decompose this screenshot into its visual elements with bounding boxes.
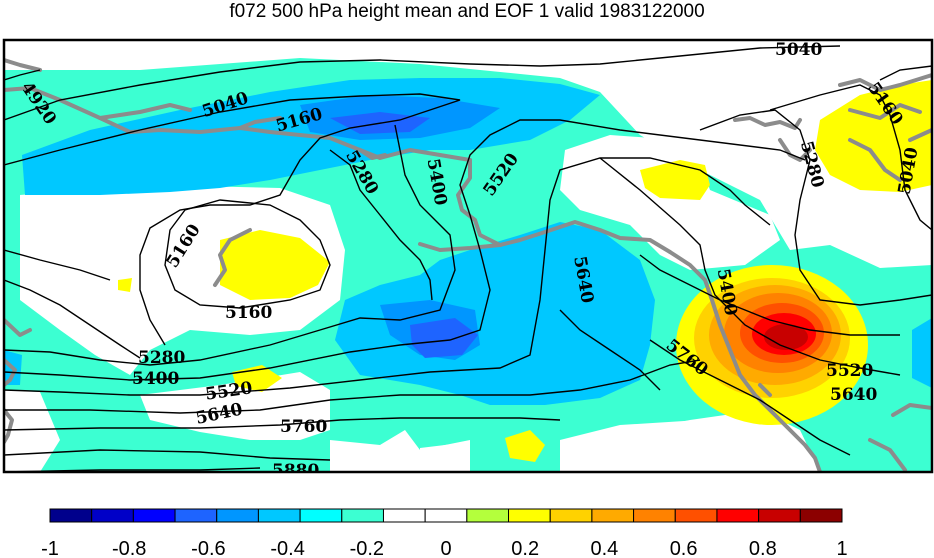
negative-region [912, 318, 932, 388]
contour-label: 5280 [138, 348, 185, 368]
contour-label: 5760 [280, 417, 327, 437]
colorbar-tick-label: 1 [836, 538, 847, 558]
colorbar-swatch [91, 508, 134, 523]
colorbar-tick-label: -0.6 [191, 538, 225, 558]
negative-region [335, 222, 655, 405]
neutral-region [560, 135, 780, 270]
positive-region [220, 230, 330, 300]
colorbar-swatch [674, 508, 718, 523]
colorbar-swatch [758, 508, 801, 523]
contour-label: 5880 [272, 461, 319, 481]
eof-shading [4, 58, 932, 472]
colorbar-swatch [49, 508, 93, 523]
colorbar-tick-label: -0.2 [350, 538, 384, 558]
colorbar-swatch [466, 508, 510, 523]
colorbar-tick-label: -0.4 [270, 538, 304, 558]
contour-label: 5400 [132, 369, 179, 389]
contour-label: 5640 [830, 385, 877, 405]
colorbar-swatch [132, 508, 176, 523]
height-contours [4, 45, 932, 472]
colorbar-swatch [716, 508, 760, 523]
contour-label: 5520 [826, 361, 873, 381]
colorbar-tick-label: 0.4 [590, 538, 618, 558]
colorbar-swatch [549, 508, 593, 523]
contour-label: 5040 [775, 40, 822, 60]
contour-label: 5160 [225, 303, 272, 323]
colorbar-swatch [299, 508, 343, 523]
colorbar-tick-label: 0.6 [670, 538, 698, 558]
negative-region [410, 318, 478, 358]
map-area: 4920 5040 5040 5040 5160 5160 5160 5160 … [4, 40, 932, 481]
colorbar-swatch [591, 508, 635, 523]
neutral-region [420, 442, 470, 472]
coastlines [4, 58, 932, 472]
colorbar-swatch [799, 508, 843, 523]
map-frame [2, 38, 934, 474]
colorbar-tick-label: 0 [440, 538, 451, 558]
colorbar-tick-label: -1 [41, 538, 59, 558]
colorbar-swatch [216, 508, 259, 523]
neutral-region [560, 412, 820, 472]
positive-region [764, 324, 808, 350]
positive-region [118, 278, 132, 292]
colorbar-tick-label: 0.2 [511, 538, 539, 558]
colorbar-swatch [382, 508, 426, 523]
colorbar-tick-label: -0.8 [112, 538, 146, 558]
colorbar-swatch [508, 508, 551, 523]
colorbar-swatch [633, 508, 676, 523]
colorbar-swatch [341, 508, 384, 523]
colorbar-swatch [257, 508, 301, 523]
colorbar-tick-label: 0.8 [749, 538, 777, 558]
colorbar-swatch [424, 508, 468, 523]
colorbar-swatch [174, 508, 218, 523]
colorbar: -1 -0.8 -0.6 -0.4 -0.2 0 0.2 0.4 0.6 0.8 1 [41, 508, 848, 558]
map-title: f072 500 hPa height mean and EOF 1 valid… [229, 1, 705, 22]
positive-region [505, 430, 545, 462]
positive-region [640, 160, 710, 200]
